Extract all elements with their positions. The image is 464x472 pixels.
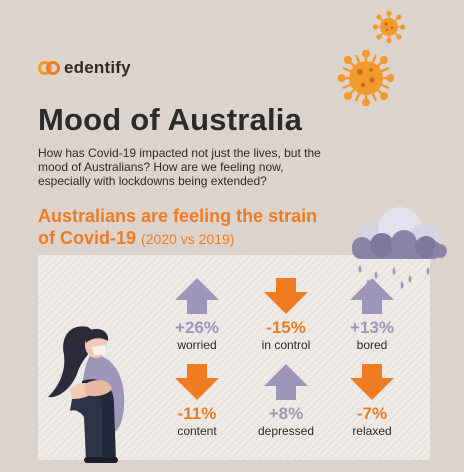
- stat-label: content: [177, 424, 217, 438]
- stat-label: bored: [356, 338, 388, 352]
- arrow-down-icon: [350, 364, 394, 400]
- stat-label: relaxed: [352, 424, 392, 438]
- page-title: Mood of Australia: [38, 102, 303, 137]
- stat-bored: +13% bored: [327, 278, 417, 358]
- brand-logo: edentify: [38, 58, 131, 78]
- intro-text: How has Covid-19 impacted not just the l…: [38, 146, 321, 188]
- sad-person-illustration: [48, 326, 125, 463]
- edentify-logo-icon: [38, 61, 60, 75]
- arrow-up-icon: [175, 278, 219, 314]
- stat-value: -11%: [177, 404, 217, 423]
- stat-value: -7%: [356, 404, 388, 423]
- stat-value: +13%: [350, 318, 394, 337]
- rain-cloud-icon: [352, 207, 447, 289]
- stat-content: -11% content: [152, 364, 242, 444]
- stat-depressed: +8% depressed: [241, 364, 331, 444]
- virus-icon-large: [338, 50, 394, 106]
- stat-label: worried: [177, 338, 217, 352]
- subtitle-note: (2020 vs 2019): [141, 231, 235, 247]
- arrow-down-icon: [264, 278, 308, 314]
- brand-name: edentify: [64, 58, 131, 77]
- subtitle-text: Australians are feeling the strain of Co…: [38, 206, 318, 248]
- virus-icon-small: [373, 11, 405, 43]
- arrow-up-icon: [264, 364, 308, 400]
- section-subtitle: Australians are feeling the strain of Co…: [38, 205, 338, 250]
- stat-value: +26%: [175, 318, 219, 337]
- stat-label: depressed: [257, 424, 315, 438]
- stat-value: -15%: [266, 318, 306, 337]
- arrow-down-icon: [175, 364, 219, 400]
- stat-value: +8%: [268, 404, 304, 423]
- stat-in-control: -15% in control: [241, 278, 331, 358]
- stat-label: in control: [261, 338, 311, 352]
- arrow-up-icon: [350, 278, 394, 314]
- stat-relaxed: -7% relaxed: [327, 364, 417, 444]
- stat-worried: +26% worried: [152, 278, 242, 358]
